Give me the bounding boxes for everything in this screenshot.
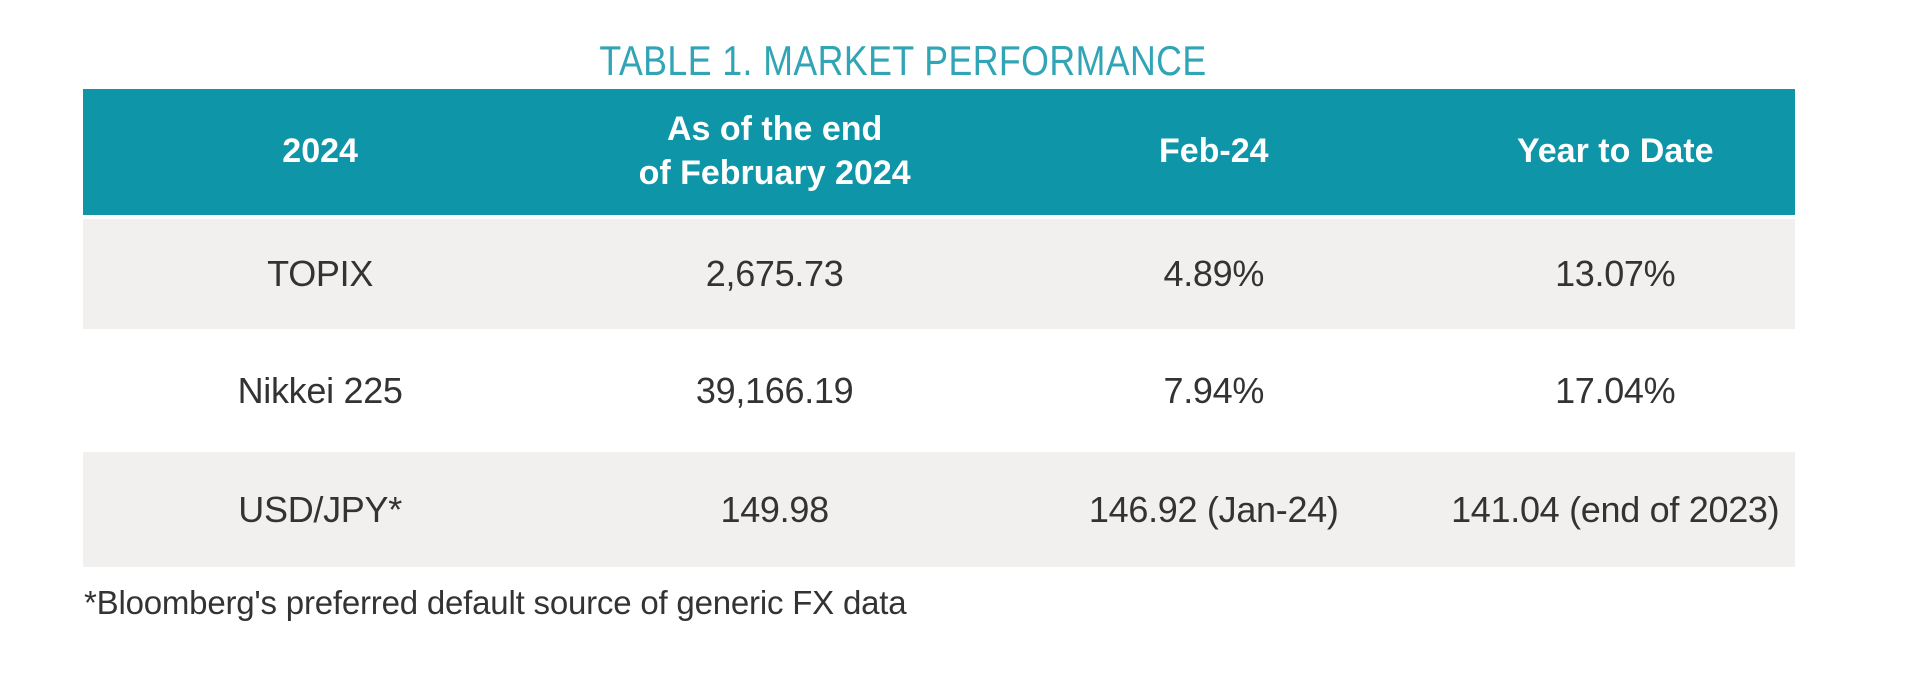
row-label: USD/JPY* bbox=[238, 488, 402, 530]
table-header-row: 2024 As of the end of February 2024 Feb-… bbox=[83, 89, 1795, 215]
row-label: TOPIX bbox=[267, 253, 374, 294]
header-label: Feb-24 bbox=[1158, 132, 1269, 171]
header-gap-divider bbox=[83, 215, 1795, 219]
footnote: *Bloomberg's preferred default source of… bbox=[84, 584, 907, 621]
value-feb-24: 4.89% bbox=[1163, 253, 1265, 294]
market-performance-table: 2024 As of the end of February 2024 Feb-… bbox=[83, 89, 1795, 567]
value-ytd: 141.04 (end of 2023) bbox=[1451, 488, 1780, 530]
value-feb-24: 7.94% bbox=[1163, 369, 1265, 411]
value-ytd: 17.04% bbox=[1555, 369, 1676, 411]
header-label-line2: of February 2024 bbox=[638, 154, 911, 192]
header-label: As of the end bbox=[666, 110, 883, 149]
table-title: TABLE 1. MARKET PERFORMANCE bbox=[599, 37, 1207, 84]
value-end-feb: 2,675.73 bbox=[705, 253, 844, 294]
value-feb-24: 146.92 (Jan-24) bbox=[1088, 488, 1339, 530]
value-end-feb: 39,166.19 bbox=[695, 369, 854, 411]
header-label: 2024 bbox=[282, 132, 358, 171]
table-row-nikkei-225: Nikkei 225 39,166.19 7.94% 17.04% bbox=[83, 329, 1795, 452]
table-row-usd-jpy: USD/JPY* 149.98 146.92 (Jan-24) 141.04 (… bbox=[83, 452, 1795, 567]
header-cell-feb-24: Feb-24 bbox=[992, 130, 1435, 174]
header-label: Year to Date bbox=[1516, 132, 1714, 171]
header-cell-year-to-date: Year to Date bbox=[1435, 130, 1795, 174]
row-label: Nikkei 225 bbox=[237, 369, 403, 411]
value-ytd: 13.07% bbox=[1555, 253, 1676, 294]
header-cell-end-of-february: As of the end of February 2024 bbox=[557, 108, 992, 195]
value-end-feb: 149.98 bbox=[720, 488, 829, 530]
header-cell-2024: 2024 bbox=[83, 130, 557, 174]
table-row-topix: TOPIX 2,675.73 4.89% 13.07% bbox=[83, 219, 1795, 329]
